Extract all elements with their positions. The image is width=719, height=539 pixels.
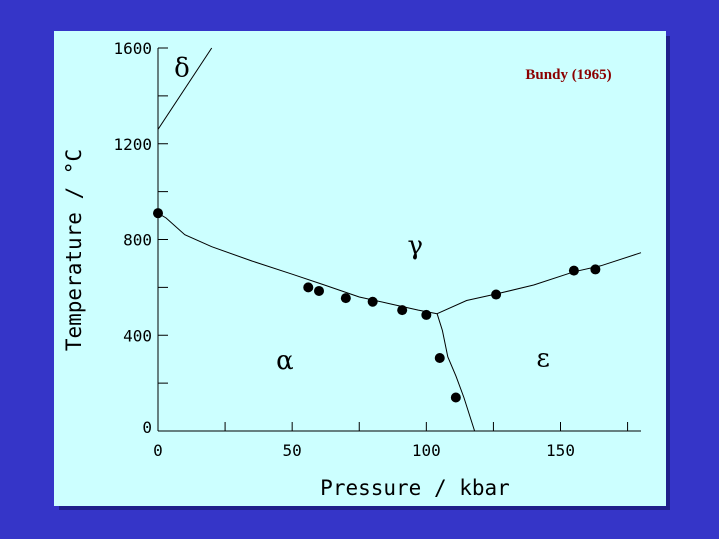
data-point-0 (153, 208, 163, 219)
data-point-9 (491, 289, 502, 300)
source-annotation: Bundy (1965) (525, 67, 611, 83)
y-axis-title: Temperature / °C (62, 149, 86, 351)
x-tick-label-0: 0 (153, 441, 163, 460)
data-point-8 (450, 392, 461, 403)
data-point-10 (568, 265, 579, 276)
data-point-2 (314, 285, 324, 296)
y-tick-label-400: 400 (123, 326, 152, 345)
data-point-5 (397, 305, 408, 316)
data-point-6 (421, 309, 432, 320)
y-tick-label-1600: 1600 (113, 39, 152, 58)
alpha-phase-label: α (276, 346, 294, 376)
x-tick-label-100: 100 (412, 441, 441, 460)
y-tick-label-800: 800 (123, 231, 152, 250)
epsilon-phase-label: ε (536, 343, 549, 373)
chart-panel (54, 31, 666, 506)
data-point-3 (340, 293, 351, 304)
y-tick-label-1200: 1200 (113, 135, 152, 154)
data-point-4 (367, 296, 378, 307)
y-tick-label-0: 0 (142, 418, 152, 437)
data-point-11 (590, 264, 601, 275)
delta-phase-label: δ (174, 54, 190, 84)
x-tick-label-50: 50 (283, 441, 302, 460)
phase-boundary-0 (157, 47, 213, 130)
gamma-phase-label: γ (408, 231, 424, 261)
panel-shadow-right (666, 36, 670, 510)
data-point-1 (303, 282, 314, 293)
phase-boundary-3 (436, 313, 476, 432)
x-tick-label-150: 150 (546, 441, 575, 460)
panel-shadow-bottom (59, 506, 670, 510)
phase-boundary-1 (157, 212, 438, 315)
x-axis-title: Pressure / kbar (320, 476, 510, 500)
phase-boundary-2 (436, 252, 642, 315)
data-point-7 (434, 352, 445, 363)
